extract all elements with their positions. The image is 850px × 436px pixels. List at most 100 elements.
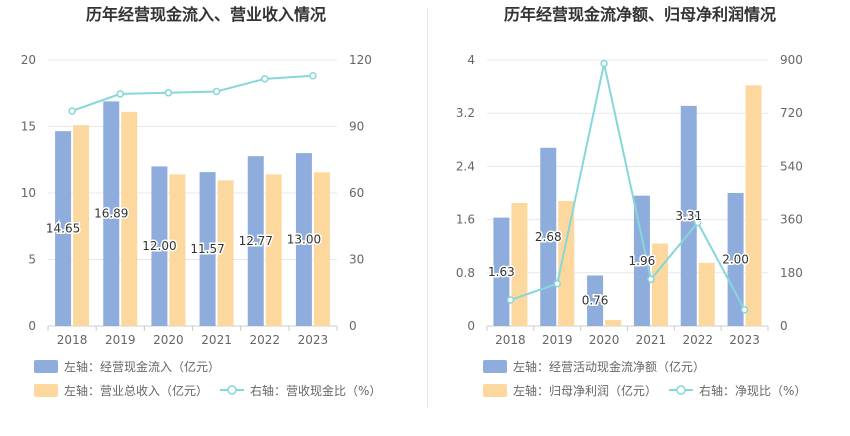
x-axis-tick-label: 2022 xyxy=(682,333,713,347)
cash-inflow-revenue-chart: 历年经营现金流入、营业收入情况 0 0 5 30 10 60 15 90 20 120 2018 201… xyxy=(21,5,382,398)
line-point xyxy=(506,296,515,304)
bar-series-1 xyxy=(633,195,650,326)
bar-series-1 xyxy=(151,166,168,326)
x-axis-tick-label: 2019 xyxy=(542,333,573,347)
legend-swatch xyxy=(34,384,58,397)
bar-data-label: 11.57 xyxy=(190,242,224,256)
legend-label: 左轴：经营活动现金流净额（亿元） xyxy=(513,359,705,374)
bar-data-label: 12.00 xyxy=(142,239,176,253)
left-axis-tick-label: 1.6 xyxy=(456,213,475,227)
bar-series-2 xyxy=(558,200,575,326)
legend-label: 右轴：营收现金比（%） xyxy=(250,383,381,398)
legend-swatch xyxy=(483,360,507,373)
line-point xyxy=(647,275,655,284)
left-axis-tick-label: 2.4 xyxy=(456,159,475,173)
right-axis-tick-label: 0 xyxy=(780,319,788,333)
left-axis-tick-label: 20 xyxy=(21,53,36,67)
left-axis-tick-label: 15 xyxy=(21,120,36,134)
line-point xyxy=(68,107,76,115)
legend-label: 左轴：经营现金流入（亿元） xyxy=(64,359,220,374)
line-series-3 xyxy=(510,63,746,311)
right-axis-tick-label: 540 xyxy=(780,159,803,173)
right-axis-tick-label: 900 xyxy=(780,53,803,67)
legend-label: 左轴：归母净利润（亿元） xyxy=(513,383,657,398)
x-axis-tick-label: 2021 xyxy=(201,333,232,347)
line-point xyxy=(116,90,124,98)
bar-series-1 xyxy=(540,147,557,326)
right-axis-tick-label: 60 xyxy=(349,186,364,200)
left-axis-tick-label: 10 xyxy=(21,186,36,200)
x-axis-tick-label: 2018 xyxy=(495,333,526,347)
bar-series-1 xyxy=(103,101,120,326)
right-axis-tick-label: 720 xyxy=(780,106,803,120)
bar-series-2 xyxy=(313,172,330,326)
bar-series-2 xyxy=(745,85,762,327)
bar-series-2 xyxy=(605,320,622,326)
line-point xyxy=(694,218,702,227)
line-point xyxy=(164,89,173,97)
bar-series-1 xyxy=(727,193,744,326)
bar-series-1 xyxy=(295,153,312,326)
right-axis-tick-label: 0 xyxy=(349,319,357,333)
legend-line-marker xyxy=(676,385,686,395)
legend-label: 右轴：净现比（%） xyxy=(699,383,806,398)
right-axis-tick-label: 180 xyxy=(780,266,803,280)
bar-series-2 xyxy=(121,111,138,327)
right-axis-tick-label: 120 xyxy=(349,53,372,67)
bar-data-label: 1.63 xyxy=(488,265,515,279)
left-axis-tick-label: 0.8 xyxy=(456,266,475,280)
left-axis-tick-label: 3.2 xyxy=(456,106,475,120)
panel-divider xyxy=(427,8,428,408)
left-axis-tick-label: 4 xyxy=(467,53,475,67)
x-axis-tick-label: 2020 xyxy=(589,333,620,347)
chart-title: 历年经营现金流入、营业收入情况 xyxy=(86,5,326,24)
bar-series-2 xyxy=(217,180,234,326)
line-point xyxy=(212,87,221,96)
x-axis-tick-label: 2021 xyxy=(636,333,667,347)
line-series-3 xyxy=(71,74,313,112)
bar-data-label: 2.68 xyxy=(535,230,562,244)
bar-series-2 xyxy=(73,125,90,326)
bar-series-1 xyxy=(247,156,264,326)
bar-series-1 xyxy=(587,275,604,326)
bar-series-2 xyxy=(265,174,282,326)
bar-data-label: 0.76 xyxy=(582,294,609,308)
right-axis-tick-label: 90 xyxy=(349,120,364,134)
bar-data-label: 16.89 xyxy=(94,207,128,221)
bar-series-2 xyxy=(698,262,715,326)
x-axis-tick-label: 2018 xyxy=(57,333,88,347)
x-axis-tick-label: 2019 xyxy=(105,333,136,347)
bar-series-1 xyxy=(680,105,697,326)
line-point xyxy=(309,71,317,80)
left-axis-tick-label: 0 xyxy=(467,319,475,333)
line-point xyxy=(261,75,269,83)
bar-series-1 xyxy=(55,131,72,326)
line-point xyxy=(740,305,749,314)
right-axis-tick-label: 360 xyxy=(780,213,803,227)
bar-data-label: 2.00 xyxy=(722,253,749,267)
legend-label: 左轴：营业总收入（亿元） xyxy=(64,383,208,398)
bar-data-label: 12.77 xyxy=(239,234,273,248)
bar-data-label: 1.96 xyxy=(629,254,656,268)
left-axis-tick-label: 0 xyxy=(28,319,36,333)
legend-line-marker xyxy=(227,385,237,395)
right-axis-tick-label: 30 xyxy=(349,253,364,267)
x-axis-tick-label: 2022 xyxy=(249,333,280,347)
x-axis-tick-label: 2023 xyxy=(298,333,329,347)
bar-data-label: 3.31 xyxy=(675,209,702,223)
bar-data-label: 14.65 xyxy=(46,222,80,236)
bar-series-1 xyxy=(493,217,510,326)
legend-swatch xyxy=(483,384,507,397)
line-point xyxy=(600,59,608,68)
bar-series-2 xyxy=(169,174,186,326)
left-axis-tick-label: 5 xyxy=(28,253,36,267)
x-axis-tick-label: 2020 xyxy=(153,333,184,347)
chart-title: 历年经营现金流净额、归母净利润情况 xyxy=(504,5,776,24)
line-point xyxy=(553,279,561,288)
bar-series-1 xyxy=(199,172,216,326)
bar-data-label: 13.00 xyxy=(287,233,321,247)
net-cashflow-profit-chart: 历年经营现金流净额、归母净利润情况 0 0 0.8 180 1.6 360 2.4 540 3.2… xyxy=(456,5,807,398)
legend-swatch xyxy=(34,360,58,373)
x-axis-tick-label: 2023 xyxy=(729,333,760,347)
